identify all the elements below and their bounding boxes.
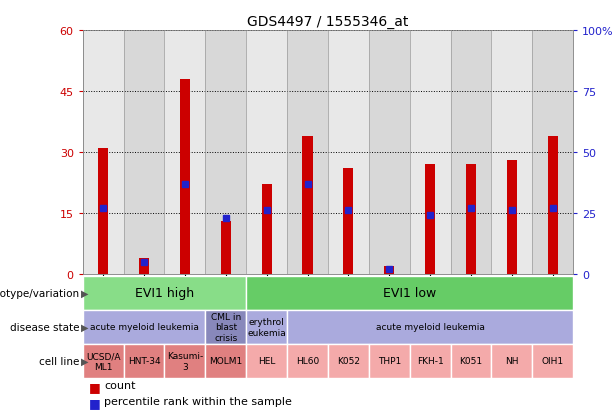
Bar — [164, 344, 205, 378]
Bar — [328, 31, 369, 274]
Text: disease state: disease state — [10, 322, 80, 332]
Text: erythrol
eukemia: erythrol eukemia — [247, 318, 286, 337]
Text: CML in
blast
crisis: CML in blast crisis — [211, 312, 241, 342]
Text: UCSD/A
ML1: UCSD/A ML1 — [86, 351, 120, 370]
Text: ■: ■ — [89, 380, 101, 393]
Text: FKH-1: FKH-1 — [417, 356, 443, 366]
Text: HNT-34: HNT-34 — [128, 356, 161, 366]
Bar — [328, 344, 369, 378]
Text: cell line: cell line — [39, 356, 80, 366]
Bar — [246, 276, 573, 310]
Text: K052: K052 — [337, 356, 360, 366]
Text: OIH1: OIH1 — [542, 356, 564, 366]
Bar — [343, 169, 354, 274]
Bar — [409, 344, 451, 378]
Text: MOLM1: MOLM1 — [209, 356, 242, 366]
Text: percentile rank within the sample: percentile rank within the sample — [104, 396, 292, 406]
Bar — [532, 344, 573, 378]
Bar — [205, 310, 246, 344]
Bar — [164, 31, 205, 274]
Text: acute myeloid leukemia: acute myeloid leukemia — [89, 323, 199, 332]
Text: Kasumi-
3: Kasumi- 3 — [167, 351, 203, 370]
Bar — [369, 344, 409, 378]
Text: THP1: THP1 — [378, 356, 401, 366]
Bar — [532, 31, 573, 274]
Bar — [547, 136, 558, 274]
Bar — [205, 31, 246, 274]
Bar — [124, 344, 164, 378]
Bar — [384, 266, 394, 274]
Bar — [83, 276, 246, 310]
Text: EVI1 high: EVI1 high — [135, 287, 194, 300]
Text: ▶: ▶ — [81, 322, 88, 332]
Text: K051: K051 — [459, 356, 482, 366]
Bar — [451, 31, 492, 274]
Bar — [180, 80, 190, 274]
Bar — [492, 31, 532, 274]
Bar — [409, 31, 451, 274]
Bar — [139, 258, 149, 274]
Bar — [287, 344, 328, 378]
Bar — [492, 344, 532, 378]
Text: count: count — [104, 380, 135, 390]
Title: GDS4497 / 1555346_at: GDS4497 / 1555346_at — [247, 14, 409, 28]
Bar — [507, 161, 517, 274]
Bar — [246, 310, 287, 344]
Bar — [83, 31, 124, 274]
Bar — [466, 165, 476, 274]
Text: acute myeloid leukemia: acute myeloid leukemia — [376, 323, 484, 332]
Text: ▶: ▶ — [81, 356, 88, 366]
Bar — [124, 31, 164, 274]
Bar — [287, 310, 573, 344]
Text: HEL: HEL — [258, 356, 275, 366]
Bar — [302, 136, 313, 274]
Text: genotype/variation: genotype/variation — [0, 288, 80, 298]
Bar — [451, 344, 492, 378]
Text: ▶: ▶ — [81, 288, 88, 298]
Bar — [425, 165, 435, 274]
Bar — [83, 310, 205, 344]
Text: HL60: HL60 — [296, 356, 319, 366]
Bar — [246, 344, 287, 378]
Bar — [221, 221, 231, 274]
Bar — [369, 31, 409, 274]
Bar — [246, 31, 287, 274]
Text: NH: NH — [505, 356, 519, 366]
Bar — [287, 31, 328, 274]
Bar — [205, 344, 246, 378]
Text: EVI1 low: EVI1 low — [383, 287, 436, 300]
Bar — [98, 149, 109, 274]
Bar — [83, 344, 124, 378]
Text: ■: ■ — [89, 396, 101, 409]
Bar — [262, 185, 272, 274]
